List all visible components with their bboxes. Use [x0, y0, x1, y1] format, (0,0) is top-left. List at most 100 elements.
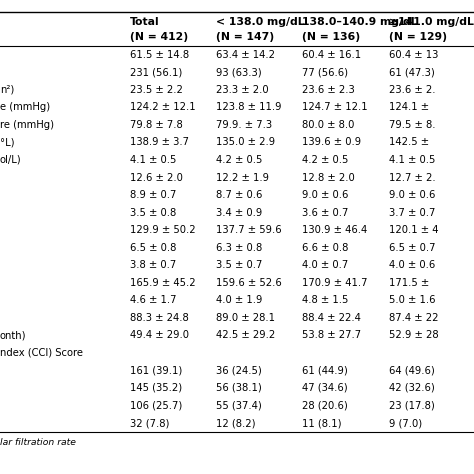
Text: °L): °L): [0, 137, 15, 147]
Text: 80.0 ± 8.0: 80.0 ± 8.0: [302, 120, 355, 130]
Text: 12.2 ± 1.9: 12.2 ± 1.9: [216, 173, 269, 182]
Text: 4.2 ± 0.5: 4.2 ± 0.5: [216, 155, 263, 165]
Text: 6.5 ± 0.8: 6.5 ± 0.8: [130, 243, 176, 253]
Text: 79.5 ± 8.: 79.5 ± 8.: [389, 120, 435, 130]
Text: 4.1 ± 0.5: 4.1 ± 0.5: [130, 155, 176, 165]
Text: 53.8 ± 27.7: 53.8 ± 27.7: [302, 330, 362, 340]
Text: 87.4 ± 22: 87.4 ± 22: [389, 313, 438, 323]
Text: ol/L): ol/L): [0, 155, 22, 165]
Text: 6.3 ± 0.8: 6.3 ± 0.8: [216, 243, 263, 253]
Text: 159.6 ± 52.6: 159.6 ± 52.6: [216, 278, 282, 288]
Text: (N = 147): (N = 147): [216, 32, 274, 42]
Text: 28 (20.6): 28 (20.6): [302, 401, 348, 410]
Text: 61 (44.9): 61 (44.9): [302, 365, 348, 375]
Text: 23.3 ± 2.0: 23.3 ± 2.0: [216, 85, 269, 95]
Text: re (mmHg): re (mmHg): [0, 120, 54, 130]
Text: 12.7 ± 2.: 12.7 ± 2.: [389, 173, 435, 182]
Text: ndex (CCI) Score: ndex (CCI) Score: [0, 348, 83, 358]
Text: 23.6 ± 2.3: 23.6 ± 2.3: [302, 85, 355, 95]
Text: 142.5 ±: 142.5 ±: [389, 137, 429, 147]
Text: 4.0 ± 0.6: 4.0 ± 0.6: [389, 260, 435, 270]
Text: 52.9 ± 28: 52.9 ± 28: [389, 330, 438, 340]
Text: 170.9 ± 41.7: 170.9 ± 41.7: [302, 278, 368, 288]
Text: 11 (8.1): 11 (8.1): [302, 418, 342, 428]
Text: 61.5 ± 14.8: 61.5 ± 14.8: [130, 50, 189, 60]
Text: 5.0 ± 1.6: 5.0 ± 1.6: [389, 295, 435, 305]
Text: 4.0 ± 0.7: 4.0 ± 0.7: [302, 260, 349, 270]
Text: 42.5 ± 29.2: 42.5 ± 29.2: [216, 330, 275, 340]
Text: 123.8 ± 11.9: 123.8 ± 11.9: [216, 102, 282, 112]
Text: 55 (37.4): 55 (37.4): [216, 401, 262, 410]
Text: 231 (56.1): 231 (56.1): [130, 67, 182, 77]
Text: 6.5 ± 0.7: 6.5 ± 0.7: [389, 243, 435, 253]
Text: 171.5 ±: 171.5 ±: [389, 278, 429, 288]
Text: 3.4 ± 0.9: 3.4 ± 0.9: [216, 208, 263, 218]
Text: 88.4 ± 22.4: 88.4 ± 22.4: [302, 313, 361, 323]
Text: 138.9 ± 3.7: 138.9 ± 3.7: [130, 137, 189, 147]
Text: 130.9 ± 46.4: 130.9 ± 46.4: [302, 225, 368, 235]
Text: lar filtration rate: lar filtration rate: [0, 438, 76, 447]
Text: (N = 129): (N = 129): [389, 32, 447, 42]
Text: 139.6 ± 0.9: 139.6 ± 0.9: [302, 137, 362, 147]
Text: 23 (17.8): 23 (17.8): [389, 401, 435, 410]
Text: 12 (8.2): 12 (8.2): [216, 418, 255, 428]
Text: (N = 412): (N = 412): [130, 32, 188, 42]
Text: e (mmHg): e (mmHg): [0, 102, 50, 112]
Text: 23.6 ± 2.: 23.6 ± 2.: [389, 85, 435, 95]
Text: 12.8 ± 2.0: 12.8 ± 2.0: [302, 173, 355, 182]
Text: (N = 136): (N = 136): [302, 32, 361, 42]
Text: 56 (38.1): 56 (38.1): [216, 383, 262, 393]
Text: 6.6 ± 0.8: 6.6 ± 0.8: [302, 243, 349, 253]
Text: 3.6 ± 0.7: 3.6 ± 0.7: [302, 208, 349, 218]
Text: 4.6 ± 1.7: 4.6 ± 1.7: [130, 295, 176, 305]
Text: 88.3 ± 24.8: 88.3 ± 24.8: [130, 313, 189, 323]
Text: 165.9 ± 45.2: 165.9 ± 45.2: [130, 278, 195, 288]
Text: 9.0 ± 0.6: 9.0 ± 0.6: [302, 190, 349, 200]
Text: 60.4 ± 16.1: 60.4 ± 16.1: [302, 50, 362, 60]
Text: 124.1 ±: 124.1 ±: [389, 102, 429, 112]
Text: 3.7 ± 0.7: 3.7 ± 0.7: [389, 208, 435, 218]
Text: 79.8 ± 7.8: 79.8 ± 7.8: [130, 120, 182, 130]
Text: 4.0 ± 1.9: 4.0 ± 1.9: [216, 295, 263, 305]
Text: 61 (47.3): 61 (47.3): [389, 67, 435, 77]
Text: 3.5 ± 0.8: 3.5 ± 0.8: [130, 208, 176, 218]
Text: 63.4 ± 14.2: 63.4 ± 14.2: [216, 50, 275, 60]
Text: 124.2 ± 12.1: 124.2 ± 12.1: [130, 102, 195, 112]
Text: 64 (49.6): 64 (49.6): [389, 365, 435, 375]
Text: 4.1 ± 0.5: 4.1 ± 0.5: [389, 155, 435, 165]
Text: 9.0 ± 0.6: 9.0 ± 0.6: [389, 190, 435, 200]
Text: 36 (24.5): 36 (24.5): [216, 365, 262, 375]
Text: 4.8 ± 1.5: 4.8 ± 1.5: [302, 295, 349, 305]
Text: 3.5 ± 0.7: 3.5 ± 0.7: [216, 260, 263, 270]
Text: 161 (39.1): 161 (39.1): [130, 365, 182, 375]
Text: 9 (7.0): 9 (7.0): [389, 418, 422, 428]
Text: 4.2 ± 0.5: 4.2 ± 0.5: [302, 155, 349, 165]
Text: 12.6 ± 2.0: 12.6 ± 2.0: [130, 173, 183, 182]
Text: 32 (7.8): 32 (7.8): [130, 418, 169, 428]
Text: 106 (25.7): 106 (25.7): [130, 401, 182, 410]
Text: 79.9. ± 7.3: 79.9. ± 7.3: [216, 120, 272, 130]
Text: 42 (32.6): 42 (32.6): [389, 383, 435, 393]
Text: 23.5 ± 2.2: 23.5 ± 2.2: [130, 85, 183, 95]
Text: onth): onth): [0, 330, 27, 340]
Text: 137.7 ± 59.6: 137.7 ± 59.6: [216, 225, 282, 235]
Text: 89.0 ± 28.1: 89.0 ± 28.1: [216, 313, 275, 323]
Text: 77 (56.6): 77 (56.6): [302, 67, 348, 77]
Text: 93 (63.3): 93 (63.3): [216, 67, 262, 77]
Text: 60.4 ± 13: 60.4 ± 13: [389, 50, 438, 60]
Text: 3.8 ± 0.7: 3.8 ± 0.7: [130, 260, 176, 270]
Text: 8.7 ± 0.6: 8.7 ± 0.6: [216, 190, 263, 200]
Text: ≥141.0 mg/dL: ≥141.0 mg/dL: [389, 17, 474, 27]
Text: 49.4 ± 29.0: 49.4 ± 29.0: [130, 330, 189, 340]
Text: 129.9 ± 50.2: 129.9 ± 50.2: [130, 225, 195, 235]
Text: 145 (35.2): 145 (35.2): [130, 383, 182, 393]
Text: < 138.0 mg/dL: < 138.0 mg/dL: [216, 17, 305, 27]
Text: 135.0 ± 2.9: 135.0 ± 2.9: [216, 137, 275, 147]
Text: 8.9 ± 0.7: 8.9 ± 0.7: [130, 190, 176, 200]
Text: 47 (34.6): 47 (34.6): [302, 383, 348, 393]
Text: 138.0–140.9 mg/dL: 138.0–140.9 mg/dL: [302, 17, 418, 27]
Text: 120.1 ± 4: 120.1 ± 4: [389, 225, 438, 235]
Text: Total: Total: [130, 17, 159, 27]
Text: 124.7 ± 12.1: 124.7 ± 12.1: [302, 102, 368, 112]
Text: n²): n²): [0, 85, 14, 95]
